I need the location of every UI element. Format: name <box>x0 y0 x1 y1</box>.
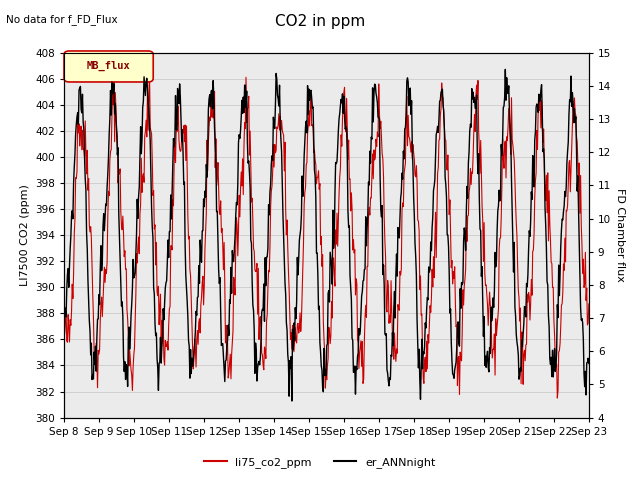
li75_co2_ppm <box>554 395 561 401</box>
er_ANNnight <box>502 67 509 72</box>
er_ANNnight <box>585 360 593 366</box>
er_ANNnight <box>264 246 272 252</box>
Y-axis label: FD Chamber flux: FD Chamber flux <box>615 188 625 282</box>
li75_co2_ppm <box>410 156 418 162</box>
li75_co2_ppm <box>245 93 253 99</box>
li75_co2_ppm <box>265 267 273 273</box>
Line: er_ANNnight: er_ANNnight <box>64 70 589 401</box>
er_ANNnight <box>288 398 296 404</box>
FancyBboxPatch shape <box>64 51 153 82</box>
li75_co2_ppm <box>60 320 68 325</box>
Line: li75_co2_ppm: li75_co2_ppm <box>64 72 589 398</box>
er_ANNnight <box>60 348 68 354</box>
er_ANNnight <box>218 341 226 347</box>
li75_co2_ppm <box>381 238 388 244</box>
li75_co2_ppm <box>146 70 154 75</box>
er_ANNnight <box>244 160 252 166</box>
li75_co2_ppm <box>122 266 129 272</box>
Y-axis label: LI7500 CO2 (ppm): LI7500 CO2 (ppm) <box>20 184 29 286</box>
Legend: li75_co2_ppm, er_ANNnight: li75_co2_ppm, er_ANNnight <box>200 452 440 472</box>
er_ANNnight <box>122 377 129 383</box>
Text: CO2 in ppm: CO2 in ppm <box>275 14 365 29</box>
Text: No data for f_FD_Flux: No data for f_FD_Flux <box>6 14 118 25</box>
er_ANNnight <box>381 331 388 337</box>
er_ANNnight <box>410 213 418 218</box>
Text: MB_flux: MB_flux <box>87 61 131 72</box>
li75_co2_ppm <box>585 301 593 307</box>
li75_co2_ppm <box>219 241 227 247</box>
